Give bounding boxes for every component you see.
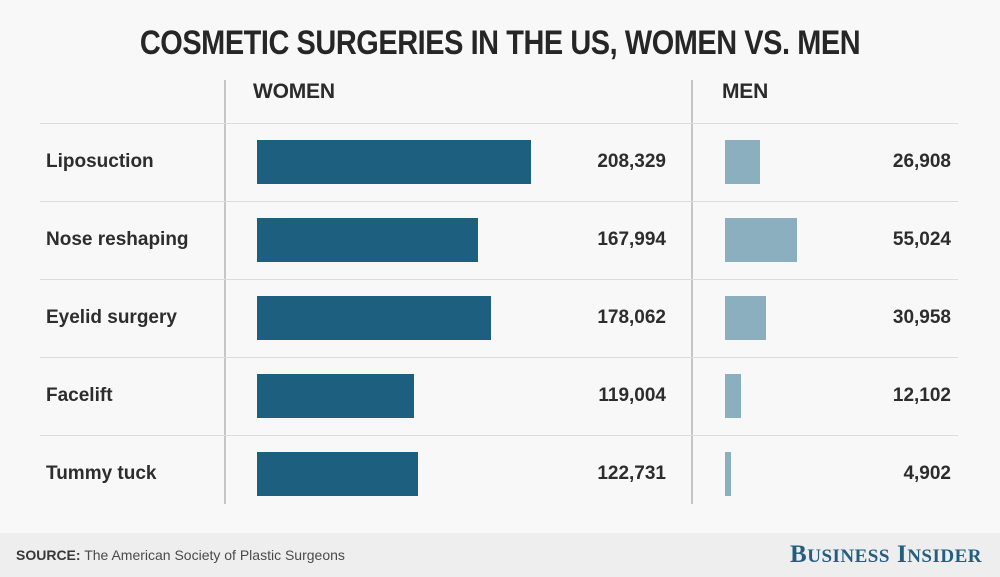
source-text: The American Society of Plastic Surgeons (84, 547, 345, 563)
table-row: Liposuction 208,329 26,908 (0, 123, 1000, 201)
women-value: 122,731 (597, 463, 666, 484)
procedure-label: Nose reshaping (46, 229, 189, 250)
women-bar (257, 296, 492, 340)
row-divider (40, 435, 958, 436)
men-column-divider (691, 80, 693, 504)
table-row: Tummy tuck 122,731 4,902 (0, 435, 1000, 513)
procedure-label: Eyelid surgery (46, 307, 177, 328)
bar-rows: Liposuction 208,329 26,908 Nose reshaping 16… (0, 123, 1000, 513)
source-label: SOURCE: (16, 547, 81, 563)
women-bar (257, 374, 414, 418)
row-divider (40, 357, 958, 358)
row-divider (40, 201, 958, 202)
men-bar (725, 374, 741, 418)
men-value: 26,908 (892, 151, 951, 172)
women-bar (257, 452, 419, 496)
row-divider (40, 279, 958, 280)
women-bar (257, 140, 531, 184)
women-value: 167,994 (597, 229, 666, 250)
men-value: 30,958 (892, 307, 951, 328)
men-bar (725, 218, 798, 262)
men-bar (725, 140, 761, 184)
column-header-women: WOMEN (253, 80, 335, 103)
women-value: 119,004 (598, 385, 666, 406)
men-bar (725, 452, 732, 496)
table-row: Facelift 119,004 12,102 (0, 357, 1000, 435)
procedure-label: Tummy tuck (46, 463, 157, 484)
men-value: 55,024 (892, 229, 951, 250)
chart-title: COSMETIC SURGERIES IN THE US, WOMEN VS. … (139, 24, 861, 62)
women-value: 178,062 (597, 307, 666, 328)
men-value: 12,102 (892, 385, 951, 406)
footer: SOURCE: The American Society of Plastic … (0, 533, 1000, 577)
women-bar (257, 218, 478, 262)
column-header-men: MEN (722, 80, 769, 103)
procedure-label: Liposuction (46, 151, 154, 172)
business-insider-logo: BUSINESS INSIDER (790, 541, 982, 568)
row-divider (40, 123, 958, 124)
table-row: Eyelid surgery 178,062 30,958 (0, 279, 1000, 357)
women-value: 208,329 (597, 151, 666, 172)
source-credit: SOURCE: The American Society of Plastic … (16, 547, 345, 563)
men-value: 4,902 (903, 463, 951, 484)
table-row: Nose reshaping 167,994 55,024 (0, 201, 1000, 279)
men-bar (725, 296, 766, 340)
procedure-label: Facelift (46, 385, 113, 406)
women-column-divider (224, 80, 226, 504)
